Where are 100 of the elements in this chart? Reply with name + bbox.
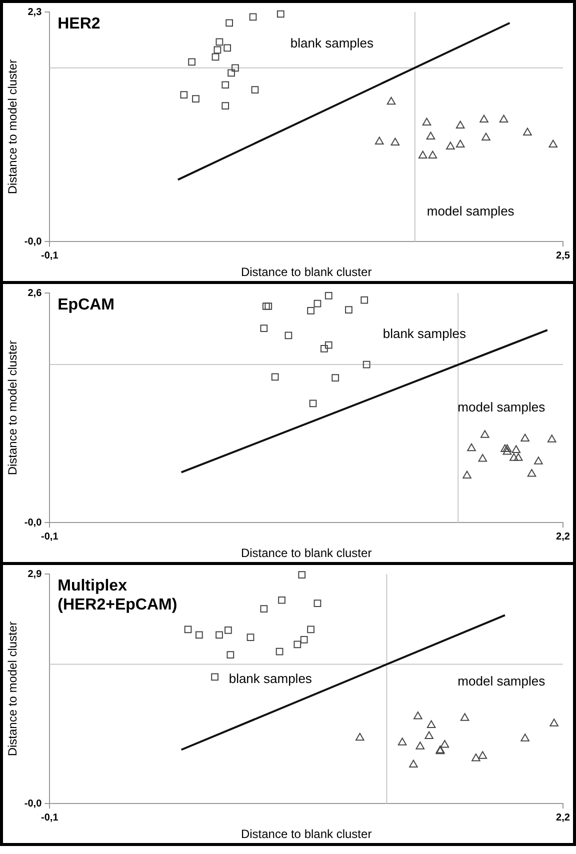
y-tick-label: 2,3 — [28, 6, 42, 18]
point — [440, 740, 450, 748]
point — [512, 445, 521, 453]
x-axis-title: Distance to blank cluster — [240, 827, 372, 842]
point — [409, 760, 418, 768]
point — [510, 453, 518, 461]
point — [426, 720, 436, 728]
x-axis-title: Distance to blank cluster — [240, 265, 372, 280]
y-axis-title: Distance to model cluster — [6, 340, 20, 476]
point — [428, 150, 438, 158]
x-tick-label: -0,1 — [41, 531, 59, 542]
point — [320, 344, 328, 352]
point — [192, 95, 200, 103]
point — [527, 469, 536, 477]
point — [278, 596, 286, 604]
point — [362, 360, 370, 368]
annotation: model samples — [458, 399, 546, 414]
point — [548, 140, 558, 148]
point — [500, 444, 510, 452]
point — [520, 734, 530, 742]
y-tick-label: -0,0 — [24, 517, 42, 528]
point — [224, 44, 232, 52]
annotation: blank samples — [382, 326, 466, 341]
point — [314, 600, 322, 607]
point — [456, 140, 465, 148]
point — [502, 444, 512, 452]
point — [264, 302, 272, 310]
point — [534, 456, 543, 464]
point — [251, 86, 259, 94]
point — [180, 91, 188, 99]
chart-title: EpCAM — [58, 296, 115, 314]
point — [262, 302, 270, 310]
point — [360, 296, 368, 304]
point — [216, 631, 223, 639]
point — [418, 150, 428, 158]
point — [520, 434, 530, 442]
annotation: model samples — [458, 673, 546, 688]
point — [184, 626, 192, 634]
y-tick-label: -0,0 — [24, 236, 42, 248]
point — [276, 648, 284, 656]
point — [422, 118, 432, 126]
point — [514, 453, 523, 461]
point — [222, 81, 230, 89]
point — [271, 373, 279, 381]
point — [424, 731, 434, 740]
point — [472, 753, 480, 762]
point — [324, 292, 332, 300]
point — [460, 713, 470, 721]
point — [246, 634, 254, 642]
annotation: model samples — [426, 203, 515, 218]
point — [226, 19, 233, 27]
point — [307, 626, 314, 634]
x-tick-label: -0,1 — [41, 812, 59, 824]
point — [260, 324, 268, 332]
point — [467, 443, 476, 452]
point — [332, 374, 340, 382]
x-tick-label: 2,5 — [556, 250, 570, 262]
point — [211, 673, 218, 681]
x-tick-label: 2,2 — [556, 812, 570, 824]
point — [195, 631, 203, 639]
point — [499, 114, 508, 123]
x-tick-label: 2,2 — [556, 531, 570, 542]
point — [374, 136, 384, 145]
point — [345, 306, 352, 314]
point — [214, 46, 222, 54]
y-axis-title: Distance to model cluster — [6, 59, 20, 194]
point — [188, 58, 196, 66]
text: Multiplex (HER2+EpCAM) — [58, 577, 178, 614]
annotation: blank samples — [228, 671, 312, 686]
point — [307, 306, 314, 314]
point — [355, 732, 364, 741]
point — [550, 718, 558, 726]
point — [478, 751, 488, 759]
annotation: blank samples — [290, 36, 374, 51]
point — [284, 332, 292, 340]
point — [224, 626, 232, 634]
y-tick-label: 2,9 — [28, 568, 42, 580]
point — [416, 742, 425, 750]
point — [482, 132, 490, 141]
point — [523, 128, 532, 136]
point — [446, 142, 455, 150]
point — [478, 454, 488, 462]
point — [212, 53, 220, 61]
point — [228, 69, 235, 77]
chart-title: HER2 — [58, 15, 100, 32]
point — [547, 434, 556, 442]
point — [502, 446, 512, 455]
point — [386, 96, 396, 105]
point — [426, 132, 436, 140]
point — [314, 300, 322, 308]
point — [414, 712, 422, 720]
point — [249, 13, 257, 21]
point — [480, 114, 488, 123]
point — [309, 400, 317, 408]
point — [294, 640, 302, 648]
point — [260, 605, 268, 613]
point — [226, 651, 234, 658]
point — [390, 138, 400, 146]
x-tick-label: -0,1 — [41, 250, 59, 262]
point — [276, 10, 284, 18]
